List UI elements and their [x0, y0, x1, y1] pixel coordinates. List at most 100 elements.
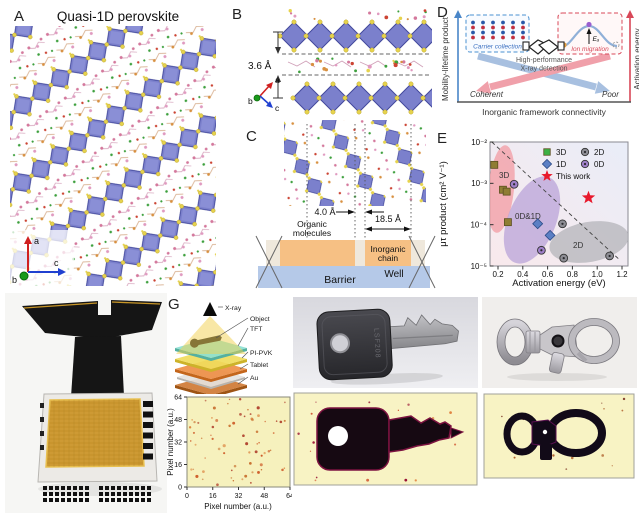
left-axis-label: Mobility-lifetime product	[441, 16, 450, 101]
legend-0d: 0D	[594, 160, 604, 169]
region-0d1d-label: 0D&1D	[515, 212, 541, 221]
key-photo: LSF208	[293, 297, 478, 388]
panel-label-d: D	[437, 4, 448, 21]
noise-dot	[257, 414, 260, 418]
connector-pad	[67, 492, 71, 496]
connector-pad	[99, 498, 103, 502]
noise-dot	[232, 421, 236, 425]
noise-dot	[570, 456, 574, 460]
noise-dot	[272, 432, 275, 434]
noise-dot	[190, 468, 193, 471]
hole-dot	[521, 35, 525, 40]
clasp-silhouette	[503, 409, 606, 460]
region-3d-label: 3D	[499, 171, 509, 180]
pixel-grid	[46, 399, 144, 467]
noise-dot	[230, 477, 233, 479]
noise-dot	[513, 456, 516, 459]
connector-pad	[55, 486, 59, 490]
key-hole-xray	[328, 426, 348, 446]
noise-dot	[309, 450, 312, 452]
noise-dot	[239, 412, 242, 416]
bond-pad	[143, 411, 153, 418]
electron-dot	[511, 20, 515, 25]
noise-dot	[197, 421, 200, 425]
x-tick-label: 48	[260, 493, 268, 500]
connector-pad	[49, 498, 53, 502]
inorganic-label-2: chain	[378, 253, 399, 263]
handshake-icon	[522, 39, 565, 55]
barrier-base	[258, 266, 430, 288]
x-tick-label: 1.2	[616, 270, 628, 279]
bond-pad	[40, 403, 44, 408]
noise-dot	[297, 432, 300, 435]
noise-dot	[200, 437, 203, 440]
noise-dot	[281, 468, 284, 472]
hook-loop	[568, 318, 620, 364]
connector-pad	[111, 486, 115, 490]
noise-dot	[601, 402, 603, 404]
noise-dot	[233, 464, 237, 468]
connector-pad	[67, 498, 71, 502]
axis-a-label: a	[275, 75, 280, 85]
scatter-point	[544, 229, 556, 241]
axis-b-label: b	[12, 275, 17, 285]
noise-dot	[275, 420, 278, 422]
noise-dots	[188, 398, 286, 487]
flex-cable-wing	[22, 300, 162, 338]
connector-pad	[49, 492, 53, 496]
organic-interlayer	[287, 57, 424, 74]
noise-dot	[565, 468, 568, 471]
tablet-edge	[175, 369, 247, 382]
x-axis-label: Inorganic framework connectivity	[482, 107, 607, 117]
organic-label-2: molecules	[293, 228, 331, 238]
noise-dot	[259, 463, 263, 467]
noise-dot	[223, 452, 226, 455]
noise-dot	[310, 412, 313, 415]
hole-dot	[501, 25, 505, 30]
noise-dot	[601, 454, 605, 457]
au-label: Au	[250, 375, 259, 382]
object-label: Object	[250, 316, 270, 323]
electron-dot	[481, 30, 485, 35]
hole-dot	[501, 35, 505, 40]
connector-pad	[43, 498, 47, 502]
connector-pad	[135, 486, 139, 490]
noise-dot	[188, 426, 192, 429]
legend-1d: 1D	[556, 160, 566, 169]
connector-pad	[61, 492, 65, 496]
octahedra-row-top	[277, 19, 432, 53]
noise-dot	[238, 398, 242, 401]
noise-dot	[195, 474, 199, 478]
connector-pad	[147, 486, 151, 490]
xray-source-icon	[203, 302, 217, 316]
octahedra-row-bottom	[290, 81, 432, 115]
key: LSF208	[316, 308, 459, 385]
noise-dot	[222, 444, 226, 448]
coherent-label: Coherent	[470, 90, 504, 99]
noise-dot	[449, 411, 452, 414]
connector-pad	[141, 492, 145, 496]
scatter-point	[541, 158, 553, 170]
noise-dot	[211, 417, 213, 419]
noise-dot	[404, 478, 408, 482]
bond-pads-side	[40, 401, 153, 460]
electron-dot	[491, 30, 495, 35]
y-axis-label: Pixel number (a.u.)	[166, 408, 175, 476]
noise-dot	[254, 450, 258, 454]
connector-pad	[79, 486, 83, 490]
connector-pad	[117, 492, 121, 496]
y-tick-label: 10⁻²	[471, 138, 487, 147]
connector-pad	[141, 486, 145, 490]
trend-dashed-line	[491, 142, 620, 261]
barrier-column	[355, 240, 365, 266]
clasp-photo	[482, 297, 637, 388]
noise-dot	[202, 470, 205, 473]
panel-label-c: C	[246, 128, 257, 145]
noise-dot	[192, 468, 195, 471]
electron-dot	[501, 30, 505, 35]
well-block-right	[365, 240, 411, 266]
y-tick-label: 32	[174, 440, 182, 447]
scatter-point-star	[581, 190, 596, 204]
panel-c-diagram: 4.0 Å Organic molecules 18.5 Å Inorganic…	[255, 120, 436, 289]
